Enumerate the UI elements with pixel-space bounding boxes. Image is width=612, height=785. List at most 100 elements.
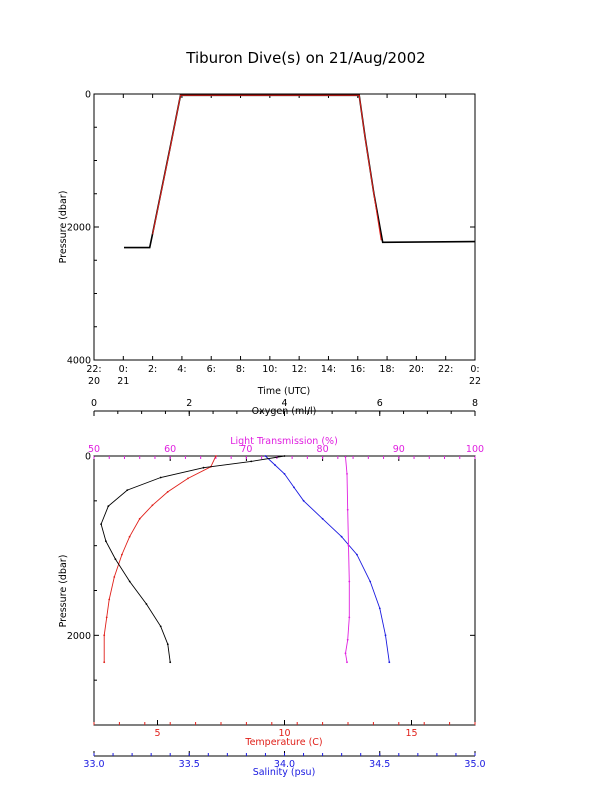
plot2-temperature-point — [166, 491, 169, 493]
plot2-light-tick-label: 90 — [393, 444, 405, 455]
plot1-x-tick-label: 20: — [409, 364, 424, 375]
plot2-light-point — [344, 456, 347, 458]
plot2-light-point — [348, 616, 351, 619]
plot2-salinity-point — [274, 464, 276, 466]
plot1-x-ticks: 22:200:212: 4: 6: 8: 10: 12: 14: 16: 18: 20: 22: 0:… — [86, 94, 481, 387]
plot1-y-ticks: 0 2000 4000 — [67, 90, 475, 367]
plot1-dive-track-2 — [152, 94, 382, 241]
plot1-x-tick-label: 12: — [292, 364, 307, 375]
plot1-y-axis-label: Pressure (dbar) — [58, 191, 69, 264]
plot2-temperature-point — [108, 598, 111, 601]
plot2-salinity-point — [384, 634, 387, 637]
plot2-oxygen-point — [105, 540, 107, 543]
plot2-oxygen-profile — [100, 455, 285, 663]
plot2-oxygen-point — [159, 476, 162, 479]
plot2-temperature-profile — [103, 455, 217, 663]
plot2-frame — [93, 455, 476, 726]
plot2-temperature-axis-label: Temperature (C) — [244, 737, 322, 748]
plot2-oxygen-point — [283, 455, 286, 457]
plot2-light-point — [347, 544, 350, 547]
plot2-y-ticks: 0 2000 — [67, 452, 475, 681]
plot2-light-tick-label: 60 — [164, 444, 176, 455]
plot2-salinity-axis-label: Salinity (psu) — [253, 767, 316, 778]
plot1-x-tick-label: 6: — [207, 364, 216, 375]
plot2-oxygen-tick-label: 6 — [377, 398, 383, 409]
plot2-salinity-point — [369, 580, 372, 583]
plot1-x-tick-label-day: 21 — [117, 376, 129, 387]
plot2-temperature-point — [128, 535, 131, 538]
plot2-light-point — [344, 652, 347, 655]
plot2-oxygen-point — [100, 523, 102, 525]
plot2-oxygen-tick-label: 4 — [281, 398, 287, 409]
plot2-temperature-point — [105, 616, 108, 619]
plot2-temperature-tick-label: 5 — [154, 728, 160, 739]
plot1-y-tick-label: 4000 — [67, 356, 91, 367]
plot2-light-tick-label: 100 — [466, 444, 484, 455]
plot2-salinity-point — [293, 486, 295, 489]
plot2-series — [100, 455, 391, 664]
plot2-oxygen-point — [166, 643, 169, 646]
plot2-light-axis-label: Light Transmission (%) — [230, 436, 338, 447]
plot1-x-tick-label: 2: — [148, 364, 157, 375]
plot2-oxygen-point — [169, 661, 172, 664]
plot1-x-tick-label: 18: — [379, 364, 394, 375]
plot2-salinity-point — [283, 473, 286, 475]
plot2-light-profile — [345, 456, 350, 663]
plot2-salinity-tick-label: 33.0 — [83, 759, 104, 770]
page-title: Tiburon Dive(s) on 21/Aug/2002 — [186, 49, 426, 67]
plot2-oxygen-point — [250, 460, 253, 463]
plot2-salinity-point — [321, 517, 324, 520]
plot2-oxygen-point — [114, 558, 117, 560]
plot2-light-point — [346, 661, 348, 664]
plot2-y-tick-label: 2000 — [67, 631, 91, 642]
plot2-temperature-point — [138, 517, 141, 520]
dive-pressure-time-chart: 22:200:212: 4: 6: 8: 10: 12: 14: 16: 18: 20: 22: 0:… — [58, 90, 481, 398]
plot2-salinity-profile — [265, 455, 390, 663]
plot1-x-tick-label: 14: — [321, 364, 336, 375]
plot2-temperature-tick-label: 15 — [405, 728, 417, 739]
plot1-y-tick-label: 2000 — [67, 223, 91, 234]
plot2-temperature-point — [151, 504, 154, 507]
plot2-temperature-point — [121, 553, 123, 556]
plot2-temperature-tick-label: 10 — [278, 728, 290, 739]
plot2-salinity-tick-label: 35.0 — [464, 759, 485, 770]
plot1-x-tick-label: 0: — [119, 364, 128, 375]
plot2-oxygen-tick-label: 2 — [186, 398, 192, 409]
plot1-x-tick-label: 0: — [470, 364, 479, 375]
plot1-series — [124, 94, 476, 249]
plot2-oxygen-point — [107, 505, 110, 508]
plot2-salinity-tick-label: 34.0 — [274, 759, 295, 770]
plot2-light-point — [348, 580, 351, 583]
plot2-salinity-point — [378, 607, 381, 610]
plot2-salinity-point — [340, 535, 343, 538]
plot2-oxygen-point — [126, 489, 129, 491]
plot1-x-tick-label: 22: — [438, 364, 453, 375]
plot1-x-axis-label: Time (UTC) — [257, 386, 311, 397]
plot2-light-point — [346, 638, 349, 641]
plot2-light-point — [346, 508, 349, 511]
plot2-light-tick-label: 50 — [88, 444, 100, 455]
plot1-x-tick-label: 22: — [86, 364, 101, 375]
plot2-light-point — [346, 473, 348, 475]
plot2-temperature-point — [187, 477, 189, 480]
plot2-oxygen-tick-label: 0 — [91, 398, 97, 409]
plot2-oxygen-axis-label: Oxygen (ml/l) — [252, 406, 317, 417]
plot2-salinity-point — [302, 499, 305, 502]
plot1-x-tick-label: 10: — [262, 364, 277, 375]
plot1-x-tick-label-day: 20 — [88, 376, 100, 387]
plot2-temperature-point — [103, 634, 106, 637]
plot2-salinity-point — [388, 661, 391, 664]
plot1-x-tick-label: 8: — [236, 364, 245, 375]
plot2-salinity-point — [264, 455, 267, 457]
plot2-oxygen-point — [159, 625, 162, 628]
plot2-salinity-point — [356, 553, 358, 556]
plot2-oxygen-point — [202, 466, 205, 469]
plot1-x-tick-label: 4: — [177, 364, 186, 375]
plot1-x-tick-label-day: 22 — [469, 376, 481, 387]
plot1-x-tick-label: 16: — [350, 364, 365, 375]
plot2-light-tick-label: 80 — [317, 444, 329, 455]
plot2-salinity-tick-label: 33.5 — [179, 759, 200, 770]
plot2-oxygen-tick-label: 8 — [472, 398, 478, 409]
